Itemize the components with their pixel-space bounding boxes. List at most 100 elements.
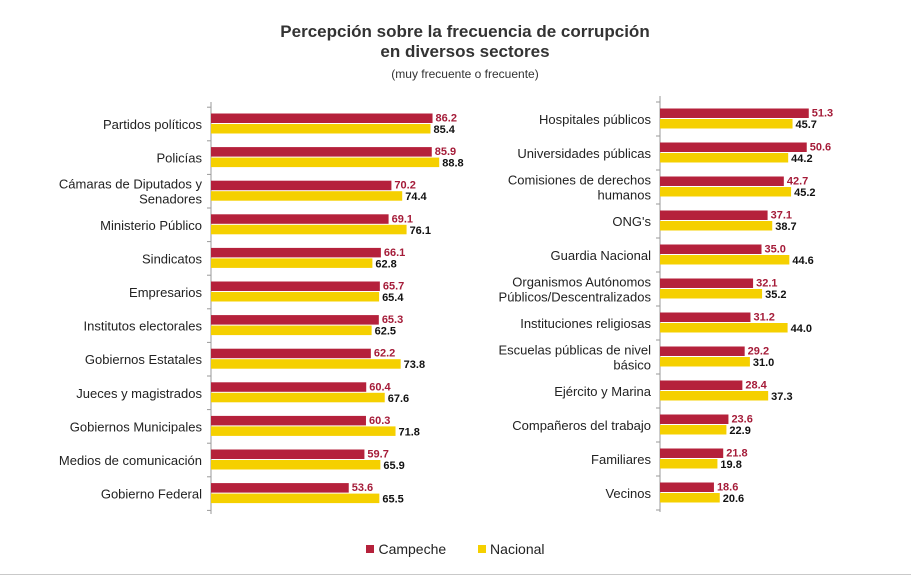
right-bar-campeche <box>660 210 768 220</box>
left-bar-nacional <box>211 191 403 201</box>
right-category-label: Instituciones religiosas <box>520 316 651 331</box>
right-label-nacional: 22.9 <box>729 425 750 437</box>
left-bar-campeche <box>211 348 371 359</box>
right-category-label: ONG's <box>612 214 651 229</box>
right-label-nacional: 44.6 <box>792 255 813 267</box>
left-bar-nacional <box>211 157 440 168</box>
right-label-nacional: 19.8 <box>720 459 741 471</box>
left-bar-campeche <box>211 449 365 459</box>
left-bar-nacional <box>211 124 431 134</box>
right-label-campeche: 37.1 <box>771 210 792 222</box>
left-bar-campeche <box>211 147 432 157</box>
left-label-campeche: 62.2 <box>374 348 395 360</box>
left-label-campeche: 60.3 <box>369 415 390 427</box>
right-category-label: Compañeros del trabajo <box>512 418 651 433</box>
left-category-label: Gobiernos Municipales <box>70 419 203 434</box>
left-bar-campeche <box>211 113 433 123</box>
left-label-nacional: 76.1 <box>410 225 431 237</box>
left-label-campeche: 85.9 <box>435 146 456 158</box>
bottom-divider <box>0 574 911 575</box>
left-bar-campeche <box>211 483 349 493</box>
right-label-campeche: 28.4 <box>745 380 767 392</box>
chart-title-line-2: en diversos sectores <box>380 42 550 61</box>
right-bar-nacional <box>660 289 763 299</box>
right-bar-nacional <box>660 425 727 435</box>
right-bar-nacional <box>660 323 788 333</box>
left-bar-nacional <box>211 460 381 470</box>
left-label-nacional: 71.8 <box>399 426 420 438</box>
right-label-campeche: 23.6 <box>731 414 752 426</box>
right-label-nacional: 45.2 <box>794 187 815 199</box>
right-category-label: Públicos/Descentralizados <box>499 290 652 305</box>
left-category-label: Gobierno Federal <box>101 487 202 502</box>
right-bar-campeche <box>660 380 743 390</box>
right-label-campeche: 35.0 <box>765 244 786 256</box>
left-label-nacional: 62.5 <box>375 326 396 338</box>
right-bar-nacional <box>660 153 789 163</box>
legend-label-nacional: Nacional <box>490 541 545 557</box>
left-category-label: Empresarios <box>129 285 202 300</box>
left-label-nacional: 88.8 <box>442 158 463 170</box>
legend-item-nacional: Nacional <box>478 541 545 557</box>
left-label-campeche: 65.3 <box>382 314 403 326</box>
right-category-label: Universidades públicas <box>517 146 651 161</box>
left-category-label: Cámaras de Diputados y <box>59 177 203 192</box>
right-bar-nacional <box>660 459 718 469</box>
legend-item-campeche: Campeche <box>366 541 446 557</box>
left-label-campeche: 86.2 <box>436 113 457 125</box>
right-bar-campeche <box>660 414 729 424</box>
right-label-campeche: 42.7 <box>787 176 808 188</box>
right-label-nacional: 37.3 <box>771 391 792 403</box>
right-bar-campeche <box>660 278 754 288</box>
right-category-label: Escuelas públicas de nivel <box>499 343 652 358</box>
right-bar-nacional <box>660 255 790 265</box>
left-category-label: Senadores <box>139 192 202 207</box>
left-label-campeche: 53.6 <box>352 482 373 494</box>
right-bar-campeche <box>660 448 724 458</box>
left-category-label: Ministerio Público <box>100 218 202 233</box>
chart-subtitle: (muy frecuente o frecuente) <box>391 67 539 81</box>
right-bar-nacional <box>660 493 720 503</box>
left-category-label: Medios de comunicación <box>59 453 202 468</box>
left-label-campeche: 69.1 <box>392 213 413 225</box>
left-label-nacional: 65.4 <box>382 292 404 304</box>
legend: Campeche Nacional <box>0 540 911 557</box>
right-category-label: Ejército y Marina <box>554 384 652 399</box>
left-bar-nacional <box>211 392 385 403</box>
right-label-campeche: 29.2 <box>748 346 769 358</box>
left-category-label: Jueces y magistrados <box>76 386 202 401</box>
left-category-label: Institutos electorales <box>83 319 202 334</box>
right-bar-nacional <box>660 187 792 197</box>
left-bar-nacional <box>211 258 373 268</box>
right-category-label: Familiares <box>591 452 651 467</box>
right-bar-campeche <box>660 244 762 254</box>
legend-label-campeche: Campeche <box>378 541 447 557</box>
right-label-nacional: 44.2 <box>791 153 812 165</box>
left-bar-nacional <box>211 292 380 302</box>
right-category-label: Vecinos <box>605 486 651 501</box>
left-label-nacional: 65.9 <box>383 460 404 472</box>
chart-title-line-1: Percepción sobre la frecuencia de corrup… <box>280 22 650 41</box>
left-label-campeche: 66.1 <box>384 247 405 259</box>
right-category-label: Comisiones de derechos <box>508 173 652 188</box>
left-bar-campeche <box>211 281 380 291</box>
right-label-campeche: 31.2 <box>753 312 774 324</box>
right-label-nacional: 20.6 <box>723 493 744 505</box>
right-category-label: Organismos Autónomos <box>512 275 651 290</box>
left-label-nacional: 67.6 <box>388 393 409 405</box>
left-bar-campeche <box>211 415 366 426</box>
left-category-label: Policías <box>156 151 202 166</box>
right-category-label: básico <box>613 358 651 373</box>
left-label-campeche: 65.7 <box>383 281 404 293</box>
right-label-campeche: 50.6 <box>810 142 831 154</box>
left-bar-campeche <box>211 214 389 224</box>
right-bar-nacional <box>660 119 793 129</box>
left-bar-nacional <box>211 493 380 504</box>
left-label-campeche: 70.2 <box>394 180 415 192</box>
right-bar-campeche <box>660 482 714 492</box>
left-category-label: Gobiernos Estatales <box>85 352 203 367</box>
left-label-nacional: 65.5 <box>382 494 403 506</box>
left-label-nacional: 74.4 <box>405 191 427 203</box>
left-bar-campeche <box>211 247 381 258</box>
